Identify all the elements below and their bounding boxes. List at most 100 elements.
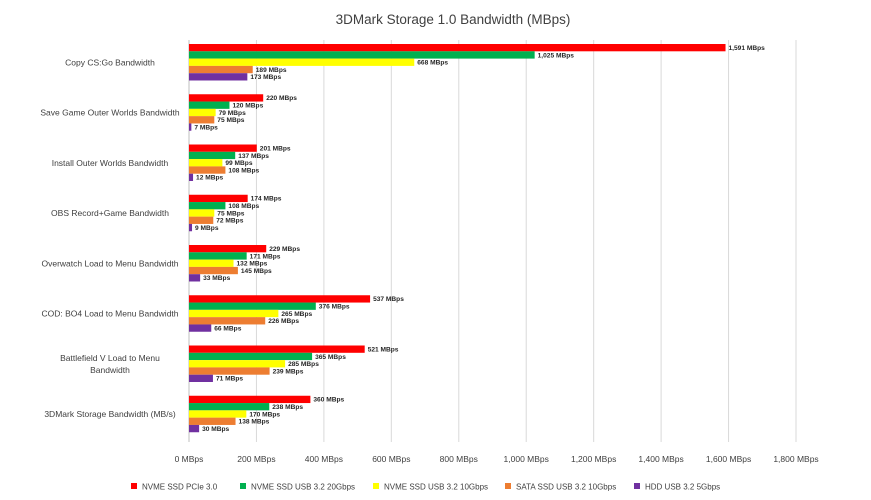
bar <box>189 51 535 59</box>
bar <box>189 202 226 210</box>
data-label: 537 MBps <box>373 296 404 303</box>
data-label: 265 MBps <box>281 311 312 318</box>
bar <box>189 274 201 282</box>
chart-title: 3DMark Storage 1.0 Bandwidth (MBps) <box>336 12 571 27</box>
data-label: 668 MBps <box>417 60 448 67</box>
bar <box>189 116 215 124</box>
bar <box>189 65 253 74</box>
x-tick-label: 1,000 MBps <box>504 454 549 464</box>
category-label: Battlefield V Load to Menu Bandwidth <box>60 353 160 375</box>
x-tick-label: 200 MBps <box>237 454 275 464</box>
bar <box>189 144 257 152</box>
bar <box>189 424 200 433</box>
bar <box>189 259 234 267</box>
x-tick-label: 1,600 MBps <box>706 454 751 464</box>
bar <box>189 324 212 332</box>
data-label: 201 MBps <box>260 145 291 152</box>
category-label: Save Game Outer Worlds Bandwidth <box>40 108 179 118</box>
data-label: 99 MBps <box>225 160 252 167</box>
bar <box>189 309 279 318</box>
data-label: 365 MBps <box>315 354 346 361</box>
x-tick-label: 1,200 MBps <box>571 454 616 464</box>
bar <box>189 209 215 217</box>
bar <box>189 367 270 375</box>
category-label: Overwatch Load to Menu Bandwidth <box>41 258 178 268</box>
legend-swatch <box>505 483 511 489</box>
bar <box>189 266 238 275</box>
legend-label: NVME SSD USB 3.2 20Gbps <box>251 483 355 492</box>
legend-label: NVME SSD USB 3.2 10Gbps <box>384 483 488 492</box>
bar <box>189 58 415 66</box>
data-label: 174 MBps <box>251 196 282 203</box>
bar <box>189 123 192 131</box>
bar <box>189 216 214 224</box>
category-label: COD: BO4 Load to Menu Bandwidth <box>41 309 178 319</box>
category-label: Copy CS:Go Bandwidth <box>65 57 155 67</box>
data-label: 132 MBps <box>237 261 268 268</box>
data-label: 7 MBps <box>194 124 218 131</box>
bar <box>189 166 226 174</box>
bar <box>189 108 216 117</box>
legend-label: NVME SSD PCIe 3.0 <box>142 483 218 492</box>
legend-swatch <box>634 483 640 489</box>
x-tick-label: 1,400 MBps <box>638 454 683 464</box>
data-label: 30 MBps <box>202 426 229 433</box>
category-label: 3DMark Storage Bandwidth (MB/s) <box>44 409 175 419</box>
data-label: 120 MBps <box>232 103 263 110</box>
bar <box>189 302 316 310</box>
legend-swatch <box>131 483 137 489</box>
data-label: 521 MBps <box>368 346 399 353</box>
x-axis-ticks: 0 MBps 200 MBps 400 MBps 600 MBps 800 MBps 1,… <box>175 454 819 464</box>
legend-swatch <box>240 483 246 489</box>
bar <box>189 295 371 303</box>
data-label: 170 MBps <box>249 411 280 418</box>
data-label: 138 MBps <box>239 419 270 426</box>
category-label: Install Outer Worlds Bandwidth <box>52 158 169 168</box>
x-tick-label: 0 MBps <box>175 454 204 464</box>
x-tick-label: 1,800 MBps <box>773 454 818 464</box>
data-label: 72 MBps <box>216 218 243 225</box>
x-tick-label: 600 MBps <box>372 454 410 464</box>
data-label: 33 MBps <box>203 275 230 282</box>
data-label: 189 MBps <box>256 67 287 74</box>
bar <box>189 417 236 425</box>
data-label: 376 MBps <box>319 304 350 311</box>
data-label: 239 MBps <box>273 368 304 375</box>
bar <box>189 73 248 81</box>
bar <box>189 151 236 160</box>
legend-swatch <box>373 483 379 489</box>
bar <box>189 345 365 353</box>
data-label: 66 MBps <box>214 325 241 332</box>
bar <box>189 395 311 404</box>
bar <box>189 360 286 368</box>
data-label: 238 MBps <box>272 404 303 411</box>
bar <box>189 173 194 181</box>
legend-label: HDD USB 3.2 5Gbps <box>645 483 720 492</box>
bar <box>189 101 230 109</box>
data-label: 1,025 MBps <box>538 52 575 59</box>
data-label: 226 MBps <box>268 318 299 325</box>
data-label: 108 MBps <box>228 203 259 210</box>
data-label: 171 MBps <box>250 253 281 260</box>
bar <box>189 159 223 167</box>
bar <box>189 194 248 203</box>
data-label: 137 MBps <box>238 153 269 160</box>
data-label: 79 MBps <box>219 110 246 117</box>
data-label: 9 MBps <box>195 225 219 232</box>
bar <box>189 317 266 325</box>
x-tick-label: 800 MBps <box>440 454 478 464</box>
data-label: 75 MBps <box>217 210 244 217</box>
bar <box>189 374 213 382</box>
bar <box>189 403 270 411</box>
data-label: 173 MBps <box>250 74 281 81</box>
data-label: 145 MBps <box>241 268 272 275</box>
bar <box>189 410 247 418</box>
data-label: 220 MBps <box>266 95 297 102</box>
category-labels: Copy CS:Go Bandwidth Save Game Outer Worl… <box>40 57 179 419</box>
bar <box>189 44 726 52</box>
bars <box>189 44 726 433</box>
bar <box>189 223 193 232</box>
data-label: 12 MBps <box>196 175 223 182</box>
